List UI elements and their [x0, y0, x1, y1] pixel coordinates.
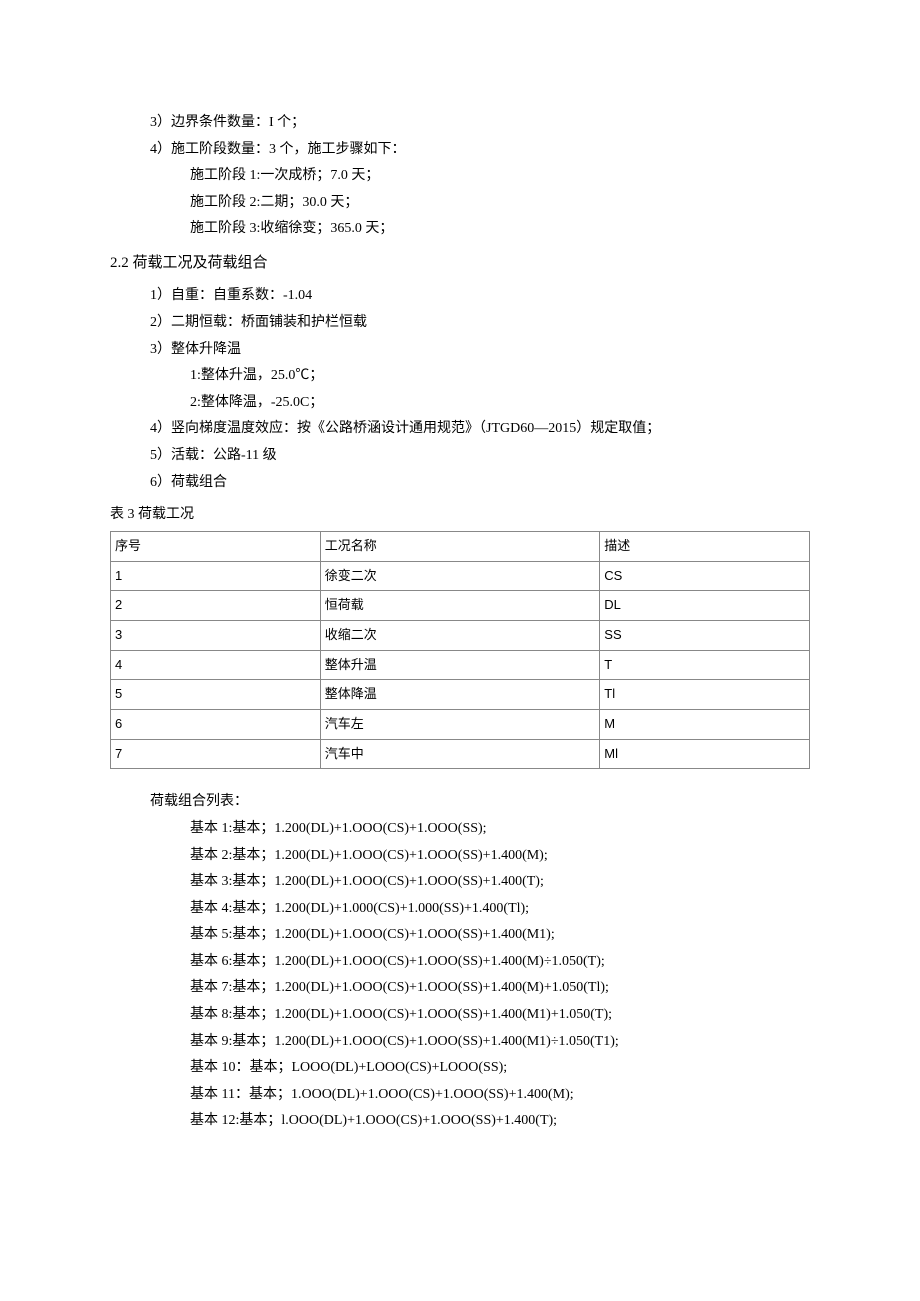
- table3-h2: 工况名称: [320, 531, 600, 561]
- cell: 2: [111, 591, 321, 621]
- cell: 收缩二次: [320, 620, 600, 650]
- load-gradient-temp: 4）竖向梯度温度效应：按《公路桥涵设计通用规范》（JTGD60—2015）规定取…: [150, 416, 810, 443]
- table3-caption: 表 3 荷载工况: [110, 502, 810, 529]
- table-row: 7汽车中Ml: [111, 739, 810, 769]
- table-row: 1徐变二次CS: [111, 561, 810, 591]
- table3-h3: 描述: [600, 531, 810, 561]
- cell: 6: [111, 709, 321, 739]
- combo-list-title: 荷载组合列表：: [150, 789, 810, 816]
- combo-item: 基本 7:基本；1.200(DL)+1.OOO(CS)+1.OOO(SS)+1.…: [190, 975, 810, 1002]
- combo-item: 基本 4:基本；1.200(DL)+1.000(CS)+1.000(SS)+1.…: [190, 896, 810, 923]
- cell: 汽车中: [320, 739, 600, 769]
- line-stage-count: 4）施工阶段数量：3 个，施工步骤如下：: [150, 137, 810, 164]
- load-self-weight: 1）自重：自重系数：-1.04: [150, 283, 810, 310]
- cell: M: [600, 709, 810, 739]
- load-live: 5）活载：公路-11 级: [150, 443, 810, 470]
- cell: CS: [600, 561, 810, 591]
- combo-item: 基本 8:基本；1.200(DL)+1.OOO(CS)+1.OOO(SS)+1.…: [190, 1002, 810, 1029]
- table3-h1: 序号: [111, 531, 321, 561]
- cell: Tl: [600, 680, 810, 710]
- table-row: 5整体降温Tl: [111, 680, 810, 710]
- combo-item: 基本 2:基本；1.200(DL)+1.OOO(CS)+1.OOO(SS)+1.…: [190, 843, 810, 870]
- load-temp-down: 2:整体降温，-25.0C；: [190, 390, 810, 417]
- cell: 整体升温: [320, 650, 600, 680]
- load-second-phase: 2）二期恒载：桥面铺装和护栏恒载: [150, 310, 810, 337]
- line-stage-2: 施工阶段 2:二期；30.0 天；: [190, 190, 810, 217]
- combo-item: 基本 1:基本；1.200(DL)+1.OOO(CS)+1.OOO(SS);: [190, 816, 810, 843]
- cell: 徐变二次: [320, 561, 600, 591]
- line-boundary-count: 3）边界条件数量：I 个；: [150, 110, 810, 137]
- combo-item: 基本 11：基本；1.OOO(DL)+1.OOO(CS)+1.OOO(SS)+1…: [190, 1082, 810, 1109]
- table-row: 2恒荷载DL: [111, 591, 810, 621]
- combo-item: 基本 5:基本；1.200(DL)+1.OOO(CS)+1.OOO(SS)+1.…: [190, 922, 810, 949]
- cell: DL: [600, 591, 810, 621]
- load-temp-up: 1:整体升温，25.0℃；: [190, 363, 810, 390]
- cell: 恒荷载: [320, 591, 600, 621]
- cell: SS: [600, 620, 810, 650]
- combo-item: 基本 12:基本；l.OOO(DL)+1.OOO(CS)+1.OOO(SS)+1…: [190, 1108, 810, 1135]
- load-temperature: 3）整体升降温: [150, 337, 810, 364]
- combo-item: 基本 3:基本；1.200(DL)+1.OOO(CS)+1.OOO(SS)+1.…: [190, 869, 810, 896]
- cell: 汽车左: [320, 709, 600, 739]
- section-2-2-title: 2.2 荷载工况及荷载组合: [110, 249, 810, 278]
- cell: T: [600, 650, 810, 680]
- combo-item: 基本 9:基本；1.200(DL)+1.OOO(CS)+1.OOO(SS)+1.…: [190, 1029, 810, 1056]
- cell: 整体降温: [320, 680, 600, 710]
- load-combination-label: 6）荷载组合: [150, 470, 810, 497]
- table-row-header: 序号 工况名称 描述: [111, 531, 810, 561]
- table-row: 6汽车左M: [111, 709, 810, 739]
- cell: 4: [111, 650, 321, 680]
- cell: 1: [111, 561, 321, 591]
- line-stage-1: 施工阶段 1:一次成桥；7.0 天；: [190, 163, 810, 190]
- combo-item: 基本 10：基本；LOOO(DL)+LOOO(CS)+LOOO(SS);: [190, 1055, 810, 1082]
- table-row: 4整体升温T: [111, 650, 810, 680]
- line-stage-3: 施工阶段 3:收缩徐变；365.0 天；: [190, 216, 810, 243]
- table-row: 3收缩二次SS: [111, 620, 810, 650]
- cell: Ml: [600, 739, 810, 769]
- combo-item: 基本 6:基本；1.200(DL)+1.OOO(CS)+1.OOO(SS)+1.…: [190, 949, 810, 976]
- cell: 3: [111, 620, 321, 650]
- cell: 5: [111, 680, 321, 710]
- table3: 序号 工况名称 描述 1徐变二次CS 2恒荷载DL 3收缩二次SS 4整体升温T…: [110, 531, 810, 770]
- cell: 7: [111, 739, 321, 769]
